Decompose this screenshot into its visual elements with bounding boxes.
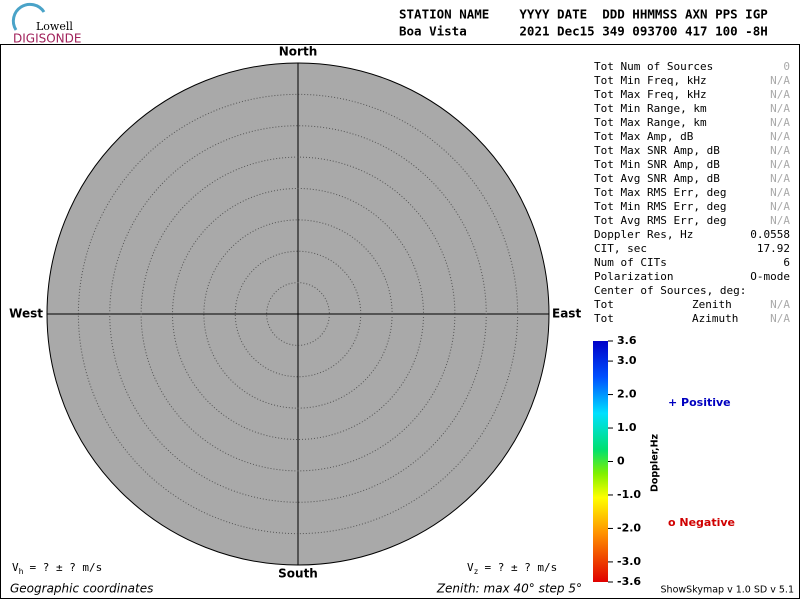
zenith-ring — [140, 156, 456, 472]
stat-value: N/A — [770, 130, 790, 143]
colorbar-tick-label: 0 — [617, 455, 625, 468]
stat-label: Tot Min Freq, kHz — [594, 74, 707, 87]
stat-value: N/A — [770, 88, 790, 101]
velocity: Vh = ? ± ? m/s — [12, 561, 102, 576]
colorbar-tick-label: -2.0 — [617, 521, 641, 534]
legend-negative: o Negative — [668, 516, 735, 529]
center-label: Azimuth — [692, 312, 738, 325]
stat-value: N/A — [770, 74, 790, 87]
stat-value: N/A — [770, 116, 790, 129]
direction: North — [279, 45, 317, 59]
stat-value: N/A — [770, 214, 790, 227]
stat-value: N/A — [770, 102, 790, 115]
velocity: Vz = ? ± ? m/s — [467, 561, 557, 576]
footer-left: Geographic coordinates — [10, 582, 153, 596]
center-title: Center of Sources, deg: — [594, 284, 746, 297]
direction: West — [9, 307, 43, 321]
header-line: STATION NAME YYYY DATE DDD HHMMSS AXN PP… — [399, 7, 768, 22]
colorbar-tick-label: -1.0 — [617, 488, 641, 501]
zenith-ring — [234, 250, 362, 378]
stat-label: Tot Min SNR Amp, dB — [594, 158, 720, 171]
stat-value: 0.0558 — [750, 228, 790, 241]
stat-label: Polarization — [594, 270, 673, 283]
v-sub: h — [19, 567, 24, 576]
stat-label: Tot Min Range, km — [594, 102, 707, 115]
center-label: Tot — [594, 298, 614, 311]
stat-value: N/A — [770, 200, 790, 213]
logo-arc — [11, 2, 46, 31]
colorbar-tick-label: -3.6 — [617, 575, 641, 588]
logo-top: Lowell — [36, 20, 73, 33]
stat-label: CIT, sec — [594, 242, 647, 255]
direction: East — [552, 307, 581, 321]
center-label: Zenith — [692, 298, 732, 311]
stat-label: Tot Num of Sources — [594, 60, 713, 73]
colorbar-label: Doppler,Hz — [650, 433, 661, 492]
zenith-ring — [172, 188, 424, 440]
stat-label: Tot Max SNR Amp, dB — [594, 144, 720, 157]
footer-middle: Zenith: max 40° step 5° — [436, 582, 582, 596]
stat-value: N/A — [770, 158, 790, 171]
stat-value: N/A — [770, 144, 790, 157]
stat-label: Doppler Res, Hz — [594, 228, 693, 241]
zenith-ring — [203, 219, 393, 409]
center-value: N/A — [770, 312, 790, 325]
v-text: = ? ± ? m/s — [484, 561, 557, 574]
stat-label: Tot Max RMS Err, deg — [594, 186, 726, 199]
polar-plot — [46, 62, 550, 566]
header-line: Boa Vista 2021 Dec15 349 093700 417 100 … — [399, 24, 768, 39]
logo-bottom: DIGISONDE — [13, 32, 81, 46]
colorbar-tick-label: 3.6 — [617, 334, 637, 347]
zenith-ring — [77, 93, 519, 535]
center-label: Tot — [594, 312, 614, 325]
direction: South — [278, 567, 318, 581]
stat-value: 6 — [783, 256, 790, 269]
zenith-ring — [266, 282, 330, 346]
colorbar-tick-label: 3.0 — [617, 354, 637, 367]
center-value: N/A — [770, 298, 790, 311]
stat-label: Tot Avg SNR Amp, dB — [594, 172, 720, 185]
stat-label: Tot Max Amp, dB — [594, 130, 694, 143]
colorbar-tick-label: -3.0 — [617, 555, 641, 568]
v-symbol: V — [12, 561, 19, 574]
legend-positive: + Positive — [668, 396, 731, 409]
stat-label: Tot Avg RMS Err, deg — [594, 214, 726, 227]
stat-value: O-mode — [750, 270, 790, 283]
stat-label: Num of CITs — [594, 256, 667, 269]
stat-value: N/A — [770, 172, 790, 185]
footer-right: ShowSkymap v 1.0 SD v 5.1 — [661, 585, 794, 596]
colorbar-tick-label: 2.0 — [617, 388, 637, 401]
v-text: = ? ± ? m/s — [29, 561, 102, 574]
v-symbol: V — [467, 561, 474, 574]
stat-value: 17.92 — [757, 242, 790, 255]
stat-value: 0 — [783, 60, 790, 73]
colorbar — [593, 341, 608, 582]
stat-label: Tot Min RMS Err, deg — [594, 200, 726, 213]
stat-label: Tot Max Range, km — [594, 116, 707, 129]
stat-value: N/A — [770, 186, 790, 199]
v-sub: z — [474, 567, 479, 576]
zenith-ring — [109, 125, 487, 503]
stat-label: Tot Max Freq, kHz — [594, 88, 707, 101]
colorbar-tick-label: 1.0 — [617, 421, 637, 434]
